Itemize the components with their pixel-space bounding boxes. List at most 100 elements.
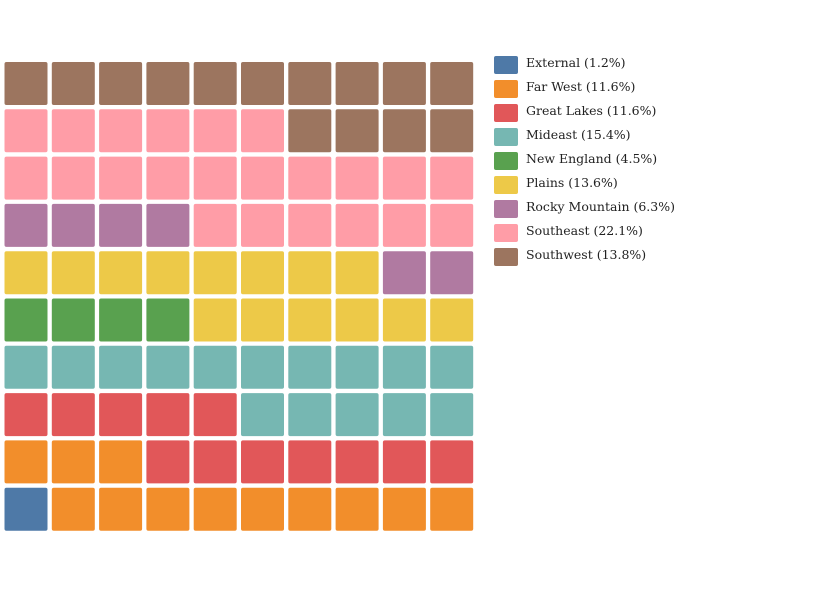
waffle-square-southwest: [193, 62, 237, 105]
waffle-square-southeast: [430, 156, 474, 200]
waffle-square-external: [4, 487, 48, 531]
legend-label-southeast: Southeast (22.1%): [526, 223, 643, 238]
waffle-square-southeast: [51, 156, 95, 200]
waffle-square-southeast: [193, 156, 237, 200]
waffle-square-southeast: [335, 156, 379, 200]
waffle-square-rocky-mountain: [430, 251, 474, 295]
waffle-square-plains: [430, 298, 474, 342]
waffle-square-mideast: [51, 345, 95, 389]
legend-swatch-new-england: [494, 152, 518, 170]
waffle-square-great-lakes: [146, 393, 190, 437]
waffle-square-far-west: [335, 487, 379, 531]
waffle-square-rocky-mountain: [99, 203, 143, 247]
waffle-square-southwest: [382, 62, 426, 105]
waffle-square-far-west: [51, 487, 95, 531]
waffle-square-plains: [4, 251, 48, 295]
waffle-square-far-west: [146, 487, 190, 531]
waffle-square-mideast: [99, 345, 143, 389]
waffle-square-far-west: [99, 440, 143, 484]
waffle-square-mideast: [146, 345, 190, 389]
waffle-square-new-england: [99, 298, 143, 342]
waffle-square-southwest: [335, 109, 379, 153]
legend-label-external: External (1.2%): [526, 55, 626, 70]
waffle-square-great-lakes: [146, 440, 190, 484]
waffle-square-rocky-mountain: [51, 203, 95, 247]
waffle-square-southeast: [51, 109, 95, 153]
waffle-square-plains: [99, 251, 143, 295]
waffle-square-southeast: [241, 203, 284, 247]
waffle-square-plains: [288, 298, 332, 342]
waffle-square-far-west: [288, 487, 332, 531]
waffle-square-southeast: [193, 203, 237, 247]
waffle-square-plains: [193, 298, 237, 342]
legend-label-great-lakes: Great Lakes (11.6%): [526, 103, 657, 118]
waffle-square-southeast: [382, 156, 426, 200]
waffle-square-far-west: [430, 487, 474, 531]
waffle-square-plains: [51, 251, 95, 295]
waffle-square-southeast: [335, 203, 379, 247]
waffle-square-far-west: [51, 440, 95, 484]
waffle-square-southeast: [288, 203, 332, 247]
legend-label-new-england: New England (4.5%): [526, 151, 658, 166]
waffle-square-southwest: [430, 109, 474, 153]
legend-swatch-mideast: [494, 128, 518, 146]
waffle-square-far-west: [4, 440, 48, 484]
waffle-square-great-lakes: [4, 393, 48, 437]
waffle-square-mideast: [335, 393, 379, 437]
waffle-square-plains: [335, 298, 379, 342]
waffle-square-southwest: [241, 62, 284, 105]
waffle-square-mideast: [4, 345, 48, 389]
waffle-square-southeast: [4, 156, 48, 200]
waffle-square-great-lakes: [193, 393, 237, 437]
waffle-square-far-west: [382, 487, 426, 531]
waffle-square-plains: [335, 251, 379, 295]
waffle-square-southwest: [146, 62, 190, 105]
waffle-square-southwest: [4, 62, 48, 105]
legend-label-mideast: Mideast (15.4%): [526, 127, 631, 142]
waffle-square-plains: [193, 251, 237, 295]
waffle-square-southeast: [382, 203, 426, 247]
waffle-square-southwest: [335, 62, 379, 105]
waffle-square-southwest: [288, 109, 332, 153]
waffle-square-great-lakes: [335, 440, 379, 484]
waffle-square-mideast: [382, 393, 426, 437]
waffle-square-southeast: [146, 156, 190, 200]
waffle-square-mideast: [288, 345, 332, 389]
waffle-square-far-west: [193, 487, 237, 531]
waffle-square-mideast: [382, 345, 426, 389]
waffle-square-mideast: [430, 393, 474, 437]
waffle-square-southwest: [99, 62, 143, 105]
waffle-square-plains: [382, 298, 426, 342]
waffle-square-southeast: [241, 156, 284, 200]
legend-label-far-west: Far West (11.6%): [526, 79, 636, 94]
waffle-square-southeast: [4, 109, 48, 153]
waffle-square-great-lakes: [99, 393, 143, 437]
waffle-square-plains: [241, 251, 284, 295]
waffle-square-new-england: [4, 298, 48, 342]
waffle-square-new-england: [146, 298, 190, 342]
waffle-square-southeast: [241, 109, 284, 153]
waffle-square-new-england: [51, 298, 95, 342]
waffle-square-great-lakes: [382, 440, 426, 484]
waffle-square-great-lakes: [51, 393, 95, 437]
waffle-square-great-lakes: [430, 440, 474, 484]
legend-swatch-plains: [494, 176, 518, 194]
waffle-square-southwest: [382, 109, 426, 153]
waffle-square-rocky-mountain: [382, 251, 426, 295]
waffle-square-mideast: [241, 345, 284, 389]
waffle-square-rocky-mountain: [4, 203, 48, 247]
waffle-square-rocky-mountain: [146, 203, 190, 247]
waffle-square-plains: [146, 251, 190, 295]
waffle-square-mideast: [335, 345, 379, 389]
waffle-square-mideast: [288, 393, 332, 437]
legend-swatch-rocky-mountain: [494, 200, 518, 218]
waffle-square-southwest: [430, 62, 474, 105]
waffle-square-southeast: [288, 156, 332, 200]
legend-swatch-external: [494, 56, 518, 74]
waffle-square-mideast: [430, 345, 474, 389]
waffle-square-great-lakes: [241, 440, 284, 484]
waffle-square-southeast: [430, 203, 474, 247]
legend-label-southwest: Southwest (13.8%): [526, 247, 647, 262]
legend-swatch-great-lakes: [494, 104, 518, 122]
waffle-square-southeast: [99, 109, 143, 153]
